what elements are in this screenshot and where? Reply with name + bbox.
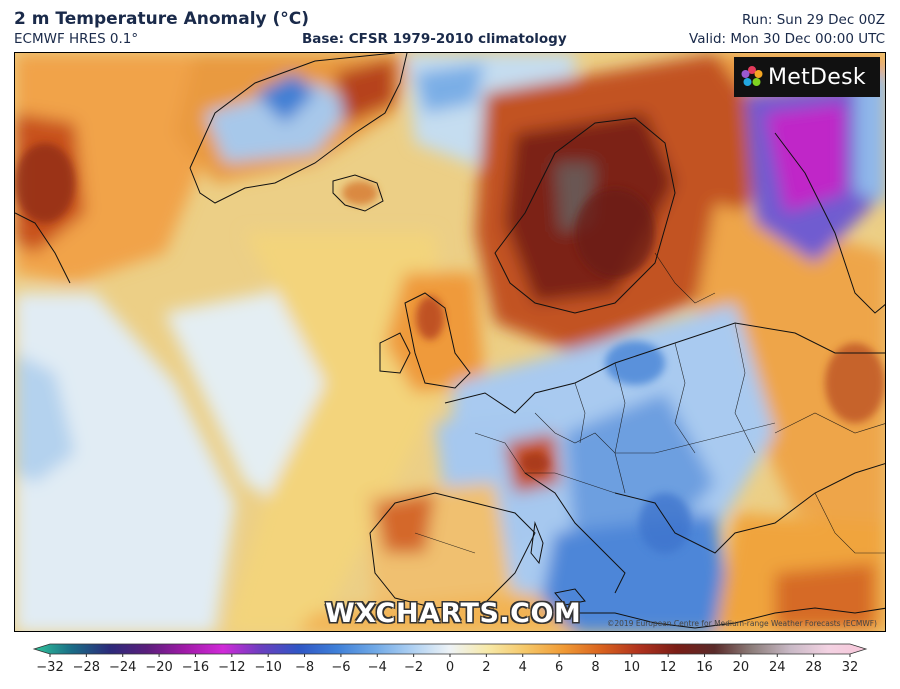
metdesk-logo: MetDesk [734, 57, 880, 97]
colorbar-tick-label: 6 [554, 660, 564, 675]
colorbar-tick-label: 16 [696, 660, 713, 675]
chart-title: 2 m Temperature Anomaly (°C) [14, 9, 310, 29]
colorbar-tick-label: 10 [623, 660, 641, 675]
wxcharts-watermark: WXCHARTS.COM [325, 598, 582, 629]
colorbar-strip [32, 643, 868, 657]
colorbar-tick-label: 20 [732, 660, 750, 675]
colorbar-tick-label: −28 [72, 660, 101, 675]
metdesk-logo-text: MetDesk [768, 64, 866, 90]
colorbar-tick-label: 32 [841, 660, 859, 675]
colorbar-tick-label: −2 [404, 660, 424, 675]
copyright-notice: ©2019 European Centre for Medium-range W… [606, 619, 877, 628]
colorbar-tick-label: 0 [445, 660, 455, 675]
colorbar-gradient [32, 643, 868, 655]
colorbar-tick-label: −20 [145, 660, 173, 675]
colorbar-tick-label: 2 [482, 660, 491, 675]
colorbar-tick-label: −24 [109, 660, 137, 675]
colorbar: −32 −28 −24 −20 −16 −12 −10 −8 −6 −4 −2 0 2 4 6 8 10 12 16… [25, 640, 875, 685]
borders [414, 252, 885, 554]
metdesk-flower-icon [741, 66, 763, 86]
colorbar-tick-label: −6 [331, 660, 351, 675]
colorbar-tick-label: 28 [805, 660, 822, 675]
colorbar-tick-label: −8 [294, 660, 315, 675]
valid-time-label: Valid: Mon 30 Dec 00:00 UTC [689, 31, 885, 47]
temperature-anomaly-map[interactable]: MetDesk WXCHARTS.COM ©2019 European Cent… [14, 52, 886, 632]
colorbar-tick-label: −12 [218, 660, 246, 675]
colorbar-tick-label: −10 [254, 660, 282, 675]
run-time-label: Run: Sun 29 Dec 00Z [741, 12, 885, 28]
colorbar-tick-label: 8 [591, 660, 600, 675]
colorbar-tick-label: −16 [181, 660, 210, 675]
model-label: ECMWF HRES 0.1° [14, 31, 139, 47]
coastlines [15, 53, 885, 629]
colorbar-tick-label: 12 [659, 660, 677, 675]
anomaly-detail [15, 143, 885, 553]
colorbar-tick-label: −32 [36, 660, 64, 675]
climatology-base-label: Base: CFSR 1979-2010 climatology [302, 31, 567, 47]
colorbar-tick-label: −4 [367, 660, 387, 675]
colorbar-tick-label: 24 [768, 660, 786, 675]
colorbar-tick-label: 4 [518, 660, 527, 675]
map-canvas [15, 53, 885, 631]
